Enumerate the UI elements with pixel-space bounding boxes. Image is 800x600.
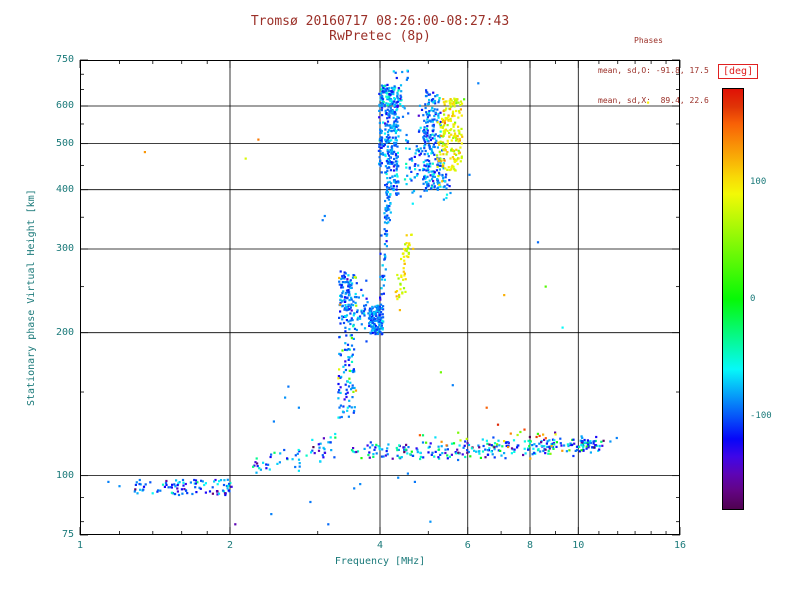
colorbar	[722, 88, 744, 510]
x-tick-label: 8	[526, 540, 534, 551]
y-axis-label: Stationary phase Virtual Height [km]	[26, 189, 37, 406]
y-tick-label: 400	[55, 183, 74, 195]
y-tick-label: 300	[55, 243, 74, 255]
colorbar-tick-label: 100	[750, 176, 767, 187]
x-tick-label: 16	[673, 540, 687, 551]
y-tick-label: 600	[55, 100, 74, 112]
y-tick-label: 75	[61, 529, 74, 540]
plot-area	[80, 60, 680, 535]
phase-stats-x-line: mean, sd,X: 89.4, 22.6	[598, 96, 709, 105]
colorbar-tick-label: 0	[750, 294, 756, 304]
phase-stats-block: Phases mean, sd,O: -91.8, 17.5 mean, sd,…	[598, 16, 748, 126]
x-tick-label: 1	[76, 540, 84, 551]
x-tick-label: 4	[376, 540, 384, 551]
plot-title: Tromsø 20160717 08:26:00-08:27:43	[250, 14, 510, 29]
colorbar-unit-label: [deg]	[718, 64, 759, 79]
plot-subtitle: RwPretec (8p)	[329, 29, 431, 44]
y-tick-label: 750	[55, 54, 74, 65]
colorbar-tick-label: -100	[750, 411, 772, 422]
x-tick-label: 10	[572, 540, 585, 551]
x-tick-label: 6	[464, 540, 471, 551]
y-tick-label: 200	[55, 326, 74, 338]
phase-stats-o-line: mean, sd,O: -91.8, 17.5	[598, 66, 709, 75]
x-axis-label: Frequency [MHz]	[334, 556, 426, 567]
phase-stats-header: Phases	[634, 36, 663, 45]
y-tick-label: 100	[55, 469, 74, 481]
x-tick-label: 2	[226, 540, 234, 551]
y-tick-label: 500	[55, 137, 74, 149]
